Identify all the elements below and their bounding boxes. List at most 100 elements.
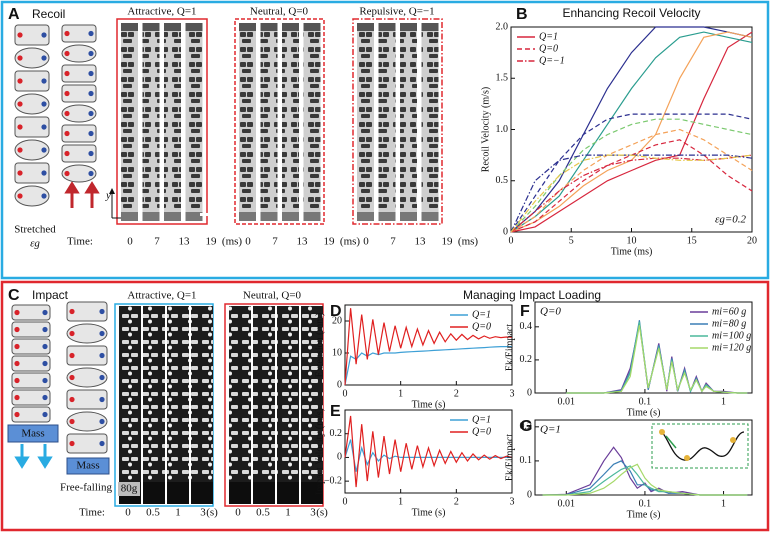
- clamp: [239, 23, 256, 31]
- time-tick: 13: [297, 236, 309, 248]
- axis-arrow-head: [109, 188, 115, 194]
- unit-cell: [61, 104, 97, 123]
- x-tick-label: 1: [398, 496, 403, 507]
- mass-block-photo: [229, 482, 251, 504]
- time-tick: 13: [179, 236, 191, 248]
- time-tick: 19: [206, 236, 218, 248]
- time-tick: 0: [363, 236, 369, 248]
- x-tick-label: 0.1: [639, 498, 652, 509]
- time-tick: 7: [154, 236, 160, 248]
- legend-label: mi=100 g: [712, 330, 751, 341]
- clamp: [142, 23, 160, 31]
- y-axis-label: Impact Velocity (m/s): [314, 408, 325, 495]
- time-tick: 0: [235, 507, 241, 519]
- charge-dot: [14, 377, 20, 384]
- unit-cell: [61, 44, 97, 63]
- charge-dot: [42, 377, 48, 384]
- strain-symbol: εg: [30, 238, 40, 250]
- series-line: [510, 31, 753, 233]
- charge-dot: [69, 440, 75, 447]
- legend-label: mi=120 g: [712, 342, 751, 353]
- clamp: [185, 23, 203, 31]
- x-tick-label: 0.1: [639, 396, 652, 407]
- mass-label: Mass: [76, 460, 99, 472]
- time-tick: 3: [310, 507, 316, 519]
- charge-dot: [64, 170, 70, 177]
- mass-block: [7, 424, 59, 443]
- charge-dot: [41, 55, 47, 61]
- charge-dot: [88, 90, 94, 97]
- x-tick-label: 20: [747, 235, 757, 246]
- mass-block-photo: [143, 482, 165, 504]
- time-tick: 19: [324, 236, 336, 248]
- time-tick: 0.5: [146, 507, 160, 519]
- photo-strip: [239, 23, 256, 221]
- clamp: [421, 212, 439, 221]
- section-heading: Managing Impact Loading: [463, 288, 601, 302]
- charge-dot: [64, 130, 70, 137]
- y-axis-label: Extension (mm): [314, 313, 325, 378]
- charge-dot: [88, 70, 94, 77]
- charge-dot: [17, 78, 23, 84]
- inset-frame: [651, 423, 749, 469]
- charge-dot: [41, 124, 47, 130]
- y-tick-label: 1.5: [496, 73, 509, 84]
- x-tick-label: 0.01: [558, 396, 576, 407]
- series-line: [542, 463, 748, 496]
- unit-cell: [11, 321, 51, 338]
- charge-dot: [69, 330, 75, 337]
- unit-cell: [14, 70, 50, 92]
- photo-strip: [301, 306, 323, 504]
- unit-cell: [14, 24, 50, 46]
- series-line: [510, 26, 753, 233]
- unit-cell: [61, 124, 97, 143]
- series-line: [344, 439, 512, 472]
- mass-label: Mass: [21, 428, 44, 440]
- legend-label: Q=1: [472, 414, 491, 425]
- unit-cell: [14, 93, 50, 115]
- charge-dot: [42, 394, 48, 401]
- charge-dot: [99, 440, 105, 447]
- y-tick-label: 0.2: [520, 354, 533, 365]
- axis-symbol: y: [105, 190, 111, 202]
- charge-dot: [42, 309, 48, 316]
- legend-label: Q=1: [472, 309, 491, 320]
- panel-title: Impact: [32, 288, 69, 302]
- clamp: [142, 212, 160, 221]
- charge-dot: [41, 170, 47, 176]
- unit-cell: [66, 411, 108, 432]
- pull-arrows: [64, 181, 100, 208]
- clamp: [303, 23, 321, 31]
- chart-title: Enhancing Recoil Velocity: [562, 6, 700, 20]
- clamp: [164, 23, 181, 31]
- clamp: [357, 23, 374, 31]
- x-tick-label: 15: [687, 235, 697, 246]
- clamp: [303, 212, 321, 221]
- charge-dot: [42, 343, 48, 350]
- unit-cell: [14, 139, 50, 161]
- photo-strip: [185, 23, 203, 221]
- charge-dot: [17, 170, 23, 176]
- photo-strip: [277, 306, 299, 504]
- clamp: [121, 212, 138, 221]
- charge-dot: [88, 170, 94, 177]
- x-tick-label: 1: [398, 388, 403, 399]
- y-tick-label: 1.0: [496, 124, 509, 135]
- unit-cell: [14, 47, 50, 69]
- label-box: [118, 482, 140, 496]
- clamp: [400, 23, 417, 31]
- unit-cell: [66, 301, 108, 322]
- mass-block-photo: [301, 482, 323, 504]
- charge-dot: [41, 101, 47, 107]
- photo-strip: [357, 23, 374, 221]
- charge-dot: [17, 32, 23, 38]
- clamp: [378, 212, 396, 221]
- y-tick-label: −0.2: [324, 475, 342, 486]
- legend-label: Q=0: [472, 321, 491, 332]
- time-tick: 7: [272, 236, 278, 248]
- clamp: [421, 23, 439, 31]
- y-tick-label: 0: [337, 452, 342, 463]
- mass-block-photo: [277, 482, 299, 504]
- photo-strip: [191, 306, 213, 504]
